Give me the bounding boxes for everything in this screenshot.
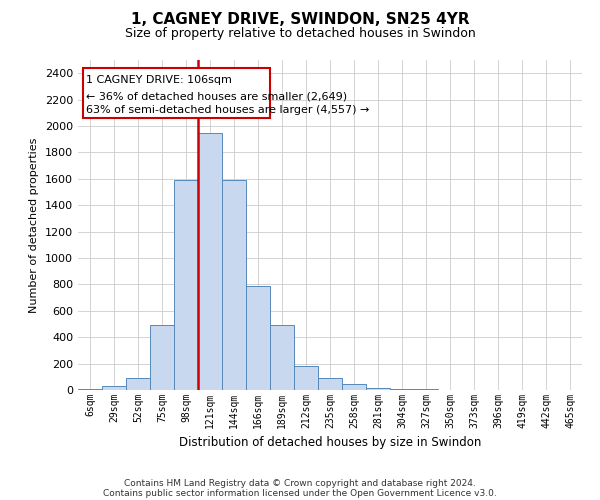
Text: 63% of semi-detached houses are larger (4,557) →: 63% of semi-detached houses are larger (… <box>86 105 370 115</box>
Bar <box>246 286 270 390</box>
Text: Contains HM Land Registry data © Crown copyright and database right 2024.: Contains HM Land Registry data © Crown c… <box>124 478 476 488</box>
Text: Size of property relative to detached houses in Swindon: Size of property relative to detached ho… <box>125 28 475 40</box>
Bar <box>294 366 318 390</box>
FancyBboxPatch shape <box>83 68 270 118</box>
Bar <box>390 389 414 390</box>
Bar <box>102 386 126 390</box>
Bar <box>174 180 198 390</box>
Bar <box>222 180 246 390</box>
Bar <box>318 378 342 390</box>
Text: ← 36% of detached houses are smaller (2,649): ← 36% of detached houses are smaller (2,… <box>86 91 347 101</box>
Bar <box>366 388 390 390</box>
Bar <box>126 378 150 390</box>
Bar <box>270 326 294 390</box>
Text: Contains public sector information licensed under the Open Government Licence v3: Contains public sector information licen… <box>103 488 497 498</box>
Text: 1 CAGNEY DRIVE: 106sqm: 1 CAGNEY DRIVE: 106sqm <box>86 75 232 85</box>
Y-axis label: Number of detached properties: Number of detached properties <box>29 138 40 312</box>
Bar <box>150 326 174 390</box>
Bar <box>198 132 222 390</box>
Bar <box>342 384 366 390</box>
Text: 1, CAGNEY DRIVE, SWINDON, SN25 4YR: 1, CAGNEY DRIVE, SWINDON, SN25 4YR <box>131 12 469 28</box>
X-axis label: Distribution of detached houses by size in Swindon: Distribution of detached houses by size … <box>179 436 481 450</box>
